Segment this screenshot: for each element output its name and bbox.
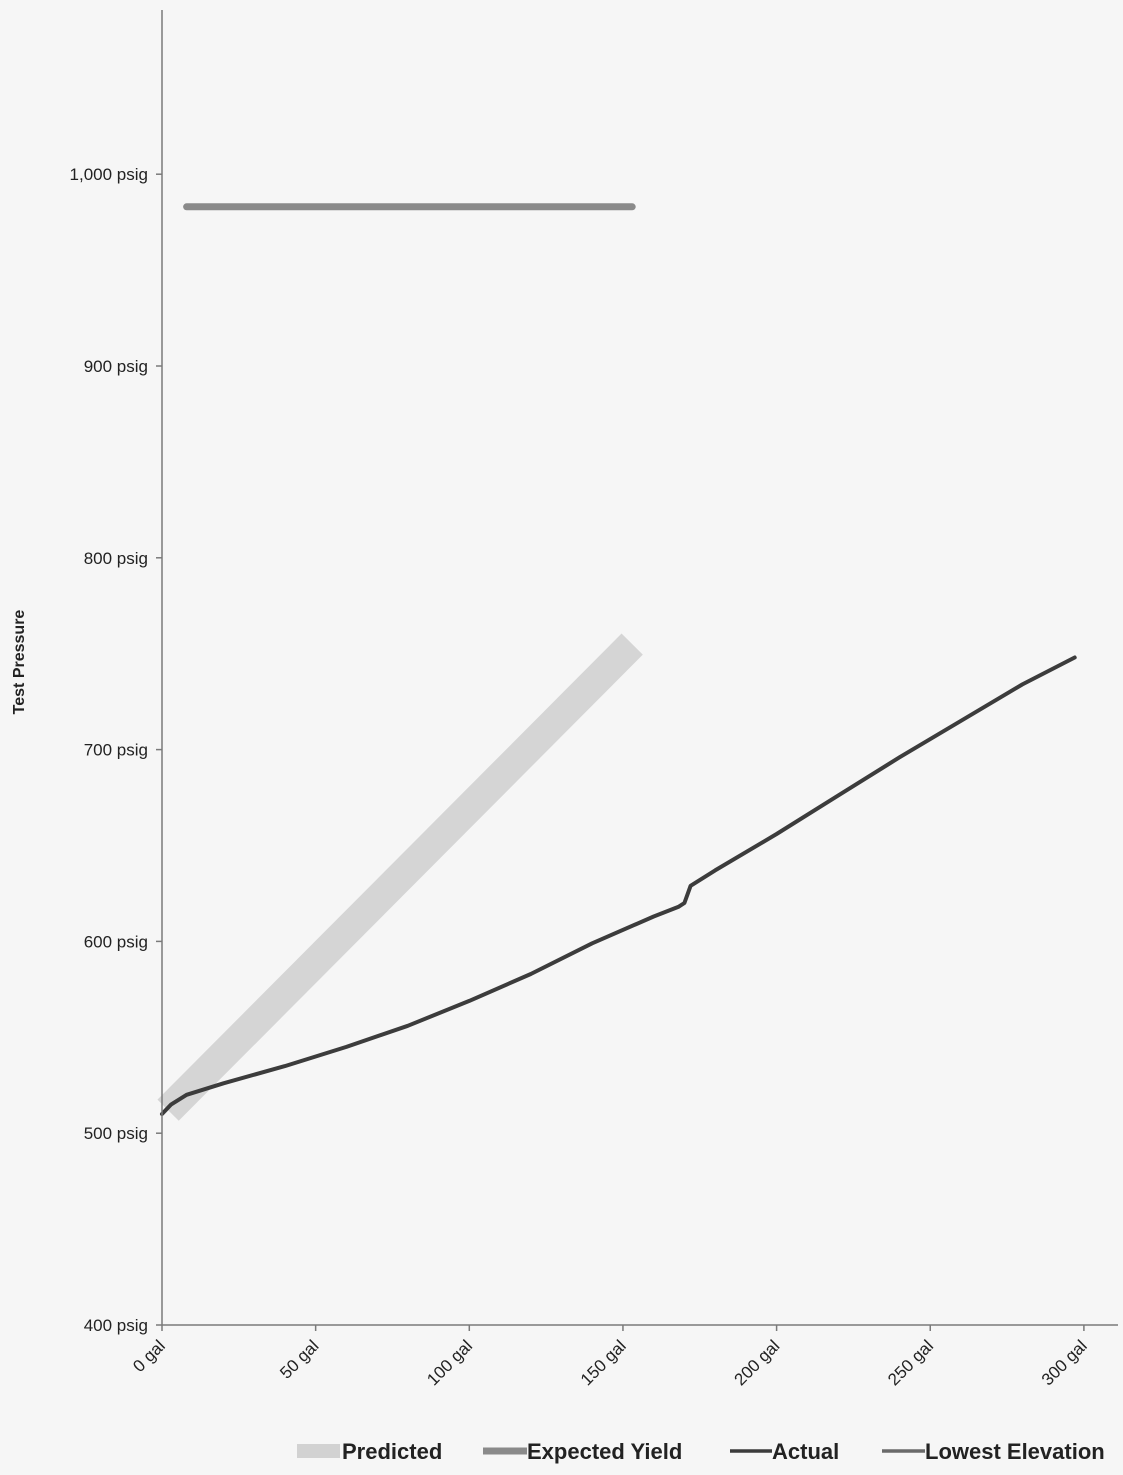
- x-tick-label: 50 gal: [276, 1336, 322, 1382]
- x-tick-label: 250 gal: [884, 1336, 937, 1389]
- x-tick-label: 150 gal: [577, 1336, 630, 1389]
- y-tick-label: 500 psig: [84, 1124, 148, 1143]
- x-tick-label: 100 gal: [423, 1336, 476, 1389]
- y-tick-label: 600 psig: [84, 932, 148, 951]
- legend-label-lowest-elevation: Lowest Elevation: [925, 1439, 1105, 1464]
- y-tick-label: 900 psig: [84, 357, 148, 376]
- x-tick-label: 300 gal: [1038, 1336, 1091, 1389]
- y-tick-label: 1,000 psig: [70, 165, 148, 184]
- legend-label-predicted: Predicted: [342, 1439, 442, 1464]
- x-tick-label: 200 gal: [731, 1336, 784, 1389]
- x-tick-label: 0 gal: [129, 1336, 169, 1376]
- series-predicted-band: [157, 633, 643, 1121]
- y-tick-label: 400 psig: [84, 1316, 148, 1335]
- y-tick-label: 800 psig: [84, 549, 148, 568]
- series-actual-line: [160, 655, 1077, 1116]
- legend: Predicted Expected Yield Actual Lowest Elev…: [297, 1439, 1105, 1464]
- legend-label-expected-yield: Expected Yield: [527, 1439, 682, 1464]
- legend-label-actual: Actual: [772, 1439, 839, 1464]
- y-axis-title: Test Pressure: [11, 610, 28, 715]
- plot-area: [157, 203, 1077, 1121]
- y-tick-label: 700 psig: [84, 741, 148, 760]
